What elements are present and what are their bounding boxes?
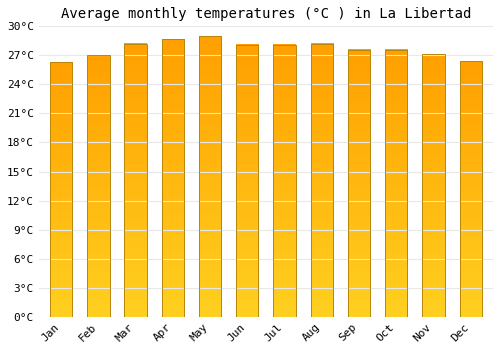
Bar	[310, 44, 333, 317]
Bar	[422, 54, 444, 317]
Bar	[236, 45, 258, 317]
Bar	[274, 45, 295, 317]
Bar	[199, 36, 222, 317]
Bar	[385, 49, 407, 317]
Bar	[124, 44, 147, 317]
Bar	[348, 49, 370, 317]
Bar	[162, 39, 184, 317]
Bar	[50, 62, 72, 317]
Bar	[87, 55, 110, 317]
Bar	[460, 61, 482, 317]
Title: Average monthly temperatures (°C ) in La Libertad: Average monthly temperatures (°C ) in La…	[60, 7, 471, 21]
